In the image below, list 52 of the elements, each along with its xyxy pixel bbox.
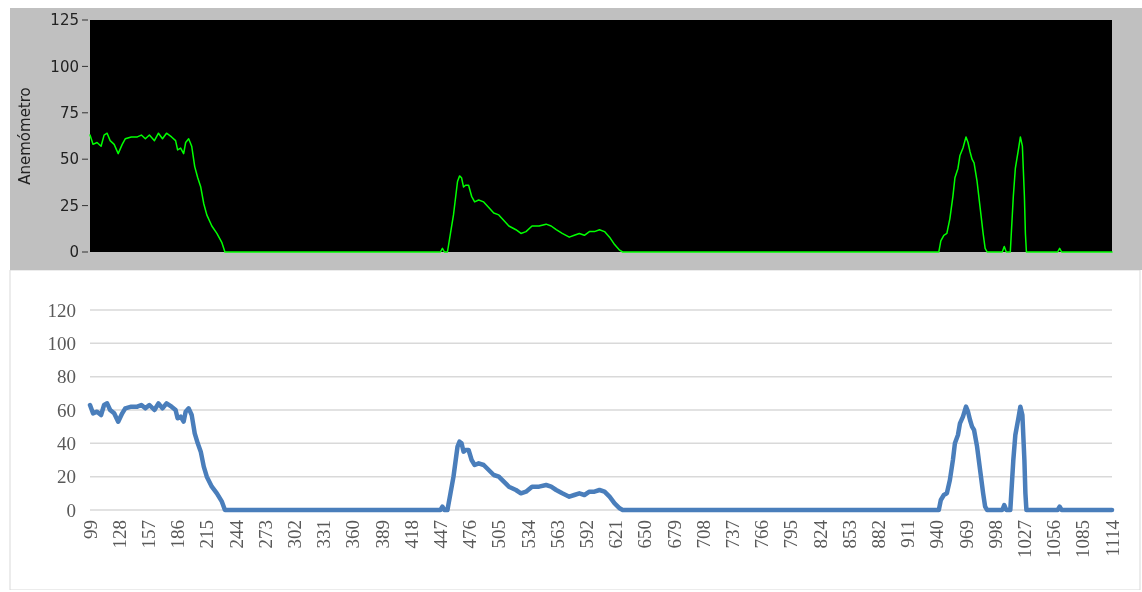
y-tick-label: 100 bbox=[50, 57, 79, 76]
y-axis-title: Anemómetro bbox=[16, 87, 34, 185]
y-tick-label: 120 bbox=[47, 299, 76, 321]
x-tick-label: 534 bbox=[517, 519, 539, 549]
x-tick-label: 505 bbox=[488, 520, 510, 549]
x-tick-label: 244 bbox=[225, 519, 247, 549]
x-tick-label: 157 bbox=[138, 520, 160, 549]
line-series bbox=[89, 132, 1113, 253]
y-tick-label: 125 bbox=[50, 11, 79, 30]
x-tick-label: 969 bbox=[955, 520, 977, 549]
x-tick-label: 99 bbox=[79, 520, 101, 539]
x-tick-label: 1114 bbox=[1101, 519, 1123, 557]
x-tick-label: 998 bbox=[984, 520, 1006, 549]
x-tick-label: 679 bbox=[663, 520, 685, 549]
y-tick-label: 0 bbox=[66, 499, 76, 521]
x-tick-label: 795 bbox=[780, 520, 802, 549]
y-tick-label: 80 bbox=[57, 366, 76, 388]
y-tick-label: 100 bbox=[47, 332, 76, 354]
x-tick-label: 853 bbox=[838, 520, 860, 549]
x-tick-label: 447 bbox=[430, 520, 452, 549]
x-tick-label: 911 bbox=[897, 520, 919, 548]
x-tick-label: 418 bbox=[400, 520, 422, 549]
y-tick-label: 0 bbox=[69, 243, 79, 262]
line-series bbox=[87, 401, 1115, 513]
x-tick-label: 302 bbox=[284, 520, 306, 549]
x-tick-label: 273 bbox=[254, 520, 276, 549]
x-tick-label: 592 bbox=[576, 520, 598, 549]
x-tick-label: 331 bbox=[313, 520, 335, 549]
x-tick-label: 650 bbox=[634, 520, 656, 549]
x-tick-label: 1027 bbox=[1014, 520, 1036, 558]
x-tick-label: 389 bbox=[371, 520, 393, 549]
x-tick-label: 824 bbox=[809, 519, 831, 549]
x-tick-label: 128 bbox=[108, 520, 130, 549]
x-tick-label: 476 bbox=[459, 520, 481, 549]
y-tick-label: 40 bbox=[57, 432, 76, 454]
y-tick-label: 60 bbox=[57, 399, 76, 421]
y-tick-label: 20 bbox=[57, 466, 76, 488]
x-tick-label: 215 bbox=[196, 520, 218, 549]
y-tick-label: 75 bbox=[59, 104, 79, 123]
y-tick-label: 25 bbox=[59, 196, 79, 215]
x-tick-label: 1085 bbox=[1072, 520, 1094, 558]
x-tick-label: 563 bbox=[546, 520, 568, 549]
x-tick-label: 766 bbox=[751, 520, 773, 549]
x-tick-label: 360 bbox=[342, 520, 364, 549]
x-tick-label: 1056 bbox=[1043, 520, 1065, 558]
x-tick-label: 737 bbox=[722, 520, 744, 549]
x-tick-label: 940 bbox=[926, 520, 948, 549]
x-tick-label: 621 bbox=[605, 520, 627, 549]
x-tick-label: 882 bbox=[868, 520, 890, 549]
x-tick-label: 708 bbox=[692, 520, 714, 549]
y-tick-label: 50 bbox=[59, 150, 79, 169]
x-tick-label: 186 bbox=[167, 520, 189, 549]
